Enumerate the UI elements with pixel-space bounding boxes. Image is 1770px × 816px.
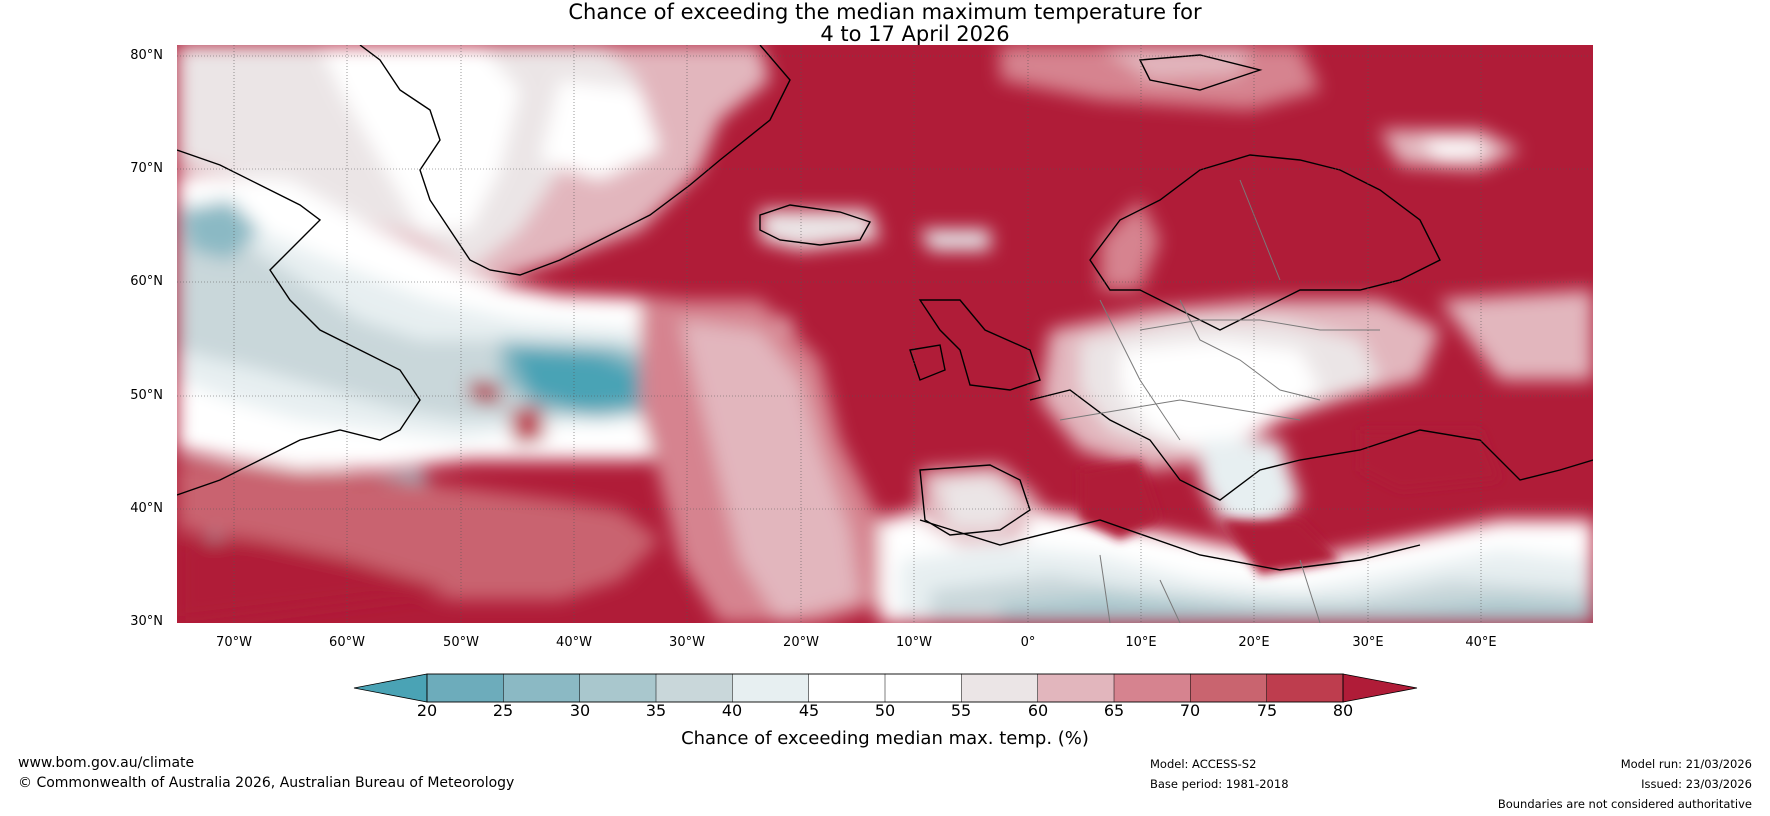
lon-label-20w: 20°W — [783, 635, 819, 650]
colorbar-bin — [1266, 673, 1344, 703]
colorbar-outline — [426, 673, 1344, 703]
map-title-line2: 4 to 17 April 2026 — [820, 22, 1010, 46]
colorbar-tick-70: 70 — [1179, 701, 1201, 720]
lat-label-50n: 50°N — [130, 388, 163, 403]
colorbar-low-extension — [353, 673, 428, 703]
lon-label-30e: 30°E — [1352, 635, 1384, 650]
colorbar — [353, 673, 1418, 703]
colorbar-bin — [732, 673, 810, 703]
colorbar-bin — [1190, 673, 1268, 703]
colorbar-high-extension — [1342, 673, 1418, 703]
graticule — [177, 45, 1593, 623]
colorbar-tick-40: 40 — [721, 701, 743, 720]
colorbar-bin — [1037, 673, 1115, 703]
colorbar-tick-30: 30 — [569, 701, 591, 720]
lon-label-50w: 50°W — [443, 635, 479, 650]
lat-label-30n: 30°N — [130, 614, 163, 629]
lon-label-60w: 60°W — [329, 635, 365, 650]
colorbar-bin — [808, 673, 886, 703]
lat-label-60n: 60°N — [130, 274, 163, 289]
colorbar-tick-50: 50 — [874, 701, 896, 720]
lat-label-40n: 40°N — [130, 501, 163, 516]
colorbar-tick-45: 45 — [798, 701, 820, 720]
model-run-date: Model run: 21/03/2026 — [1620, 757, 1752, 771]
colorbar-bin — [426, 673, 505, 703]
anomaly-field-hotspots — [1080, 430, 1500, 575]
colorbar-tick-25: 25 — [492, 701, 514, 720]
colorbar-bin — [1113, 673, 1192, 703]
base-period: Base period: 1981-2018 — [1150, 777, 1289, 791]
lon-label-70w: 70°W — [216, 635, 252, 650]
lon-label-10w: 10°W — [896, 635, 932, 650]
lon-label-30w: 30°W — [669, 635, 705, 650]
colorbar-tick-55: 55 — [950, 701, 972, 720]
lat-label-80n: 80°N — [130, 48, 163, 63]
lon-label-40e: 40°E — [1465, 635, 1497, 650]
coastlines — [177, 45, 1593, 571]
lon-label-10e: 10°E — [1125, 635, 1157, 650]
colorbar-label: Chance of exceeding median max. temp. (%… — [681, 728, 1089, 749]
country-borders — [1059, 179, 1380, 623]
colorbar-bin — [503, 673, 581, 703]
colorbar-bin — [884, 673, 963, 703]
issued-date: Issued: 23/03/2026 — [1641, 777, 1752, 791]
map-title-line1: Chance of exceeding the median maximum t… — [568, 0, 1202, 24]
boundaries-disclaimer: Boundaries are not considered authoritat… — [1497, 797, 1752, 811]
colorbar-tick-75: 75 — [1256, 701, 1278, 720]
lon-label-40w: 40°W — [556, 635, 592, 650]
model-name: Model: ACCESS-S2 — [1150, 757, 1257, 771]
copyright-text: © Commonwealth of Australia 2026, Austra… — [18, 775, 515, 791]
lon-label-20e: 20°E — [1238, 635, 1270, 650]
colorbar-bin — [961, 673, 1039, 703]
lat-label-70n: 70°N — [130, 161, 163, 176]
colorbar-tick-20: 20 — [416, 701, 438, 720]
lon-label-0: 0° — [1020, 635, 1036, 650]
map-plot-area — [177, 45, 1593, 623]
colorbar-tick-65: 65 — [1103, 701, 1125, 720]
colorbar-tick-35: 35 — [645, 701, 667, 720]
colorbar-bin — [579, 673, 657, 703]
colorbar-tick-80: 80 — [1332, 701, 1354, 720]
colorbar-tick-60: 60 — [1027, 701, 1049, 720]
website-link[interactable]: www.bom.gov.au/climate — [18, 755, 195, 771]
colorbar-bin — [655, 673, 734, 703]
